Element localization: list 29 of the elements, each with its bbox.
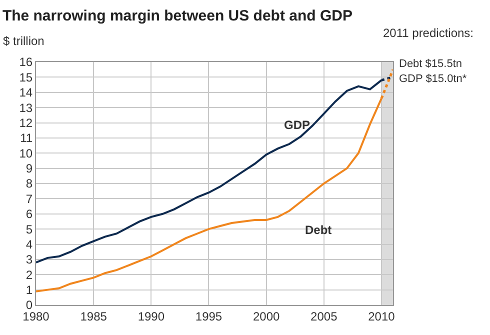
y-tick-label: 12 [19,116,33,130]
y-tick-label: 2 [26,268,33,282]
x-tick-label: 1995 [195,309,222,324]
y-tick-label: 5 [26,222,33,236]
text: 2011 predictions: [383,26,474,40]
y-tick-label: 14 [19,86,33,100]
x-tick-label: 1990 [138,309,165,324]
y-tick-label: 8 [26,176,33,191]
x-tick-label: 1985 [80,309,108,324]
annotation: GDP $15.0tn* [399,73,468,85]
y-tick-label: 15 [19,70,33,84]
x-tick-label: 2010 [368,309,396,324]
x-tick-label: 2000 [252,309,280,324]
chart-title: The narrowing margin between US debt and GDP [2,8,352,25]
y-tick-label: 1 [26,283,33,298]
y-tick-label: 4 [26,237,33,252]
annotation: Debt [305,223,332,237]
y-tick-label: 11 [20,131,33,146]
y-tick-label: 6 [26,207,33,222]
annotation: GDP [284,118,310,132]
y-tick-label: 10 [19,146,33,160]
y-tick-label: 9 [26,162,33,176]
y-axis-title: $ trillion [3,34,44,48]
y-tick-label: 13 [19,100,33,115]
y-tick-label: 16 [19,55,33,70]
y-tick-label: 7 [26,192,33,206]
annotation: Debt $15.5tn [399,58,462,70]
y-tick-label: 3 [26,252,33,267]
x-tick-label: 2005 [310,309,338,324]
